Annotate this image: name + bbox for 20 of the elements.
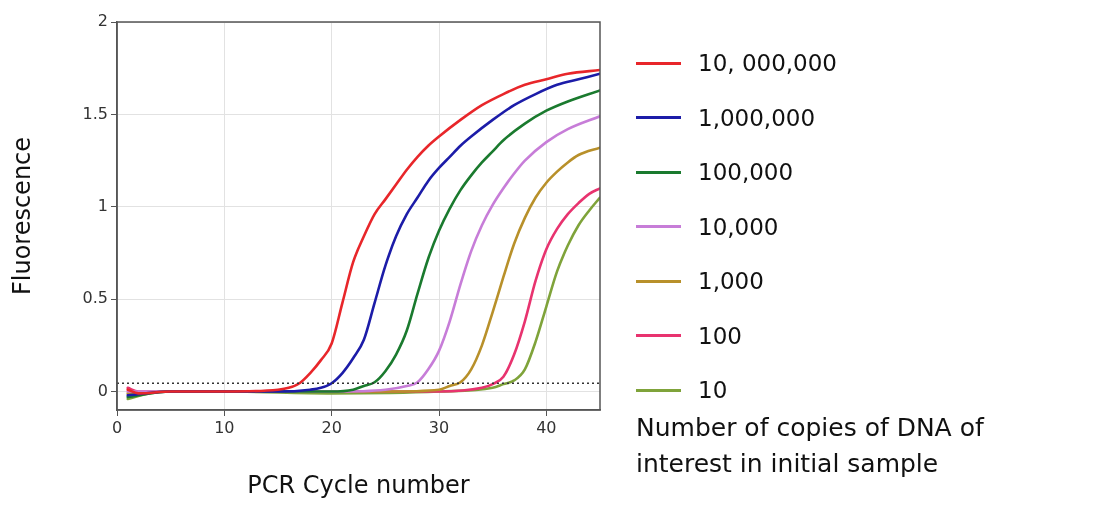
legend-label: 10, 000,000: [698, 50, 837, 77]
x-tick-label: 20: [321, 417, 342, 437]
y-tick-label: 0: [97, 380, 108, 400]
legend-title: Number of copies of DNA of interest in initial sample: [636, 412, 986, 480]
x-tick-label: 10: [214, 417, 235, 437]
x-tick-label: 0: [111, 417, 123, 437]
legend-label: 100: [698, 322, 742, 349]
legend-label: 1,000: [698, 268, 764, 295]
legend-label: 10,000: [698, 213, 779, 240]
x-tick-label: 30: [428, 417, 450, 437]
x-axis-title: PCR Cycle number: [247, 470, 470, 499]
y-tick-label: 1: [97, 195, 108, 215]
legend-label: 10: [698, 377, 728, 404]
x-tick-label: 40: [536, 417, 557, 437]
y-tick-label: 0.5: [82, 288, 108, 308]
legend-label: 1,000,000: [698, 104, 816, 131]
y-axis-title: Fluorescence: [7, 136, 36, 296]
y-tick-label: 2: [97, 11, 108, 31]
y-tick-label: 1.5: [82, 103, 108, 123]
legend-label: 100,000: [698, 159, 794, 186]
